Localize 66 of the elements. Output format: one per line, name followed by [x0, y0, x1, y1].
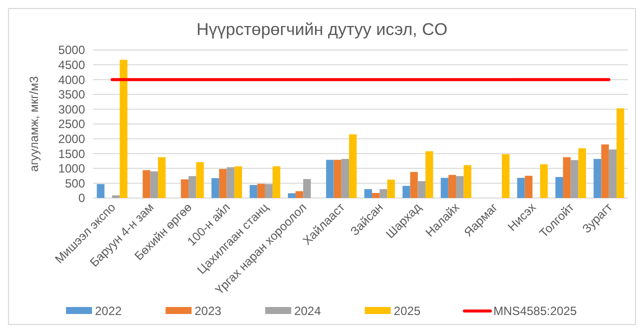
bar: [608, 149, 617, 198]
bar: [616, 108, 624, 198]
bar: [326, 160, 334, 198]
y-tick-label: 5000: [58, 43, 86, 58]
y-tick-label: 3500: [58, 88, 86, 102]
bar: [257, 184, 265, 198]
bar: [250, 184, 258, 198]
bar: [402, 186, 410, 198]
bar: [341, 158, 350, 198]
y-axis-title: агууламж, мкг/м3: [27, 76, 41, 172]
bar: [601, 144, 609, 198]
bar: [594, 158, 602, 198]
y-tick-label: 2000: [58, 132, 86, 146]
bar: [96, 184, 104, 198]
bar: [112, 195, 120, 198]
bar: [120, 60, 128, 198]
bar: [272, 166, 280, 198]
bar: [563, 157, 571, 198]
y-tick-label: 3000: [58, 102, 86, 116]
bar: [196, 162, 204, 198]
bar: [372, 192, 380, 198]
y-tick-label: 4500: [58, 58, 86, 72]
bar: [364, 189, 372, 198]
bar: [555, 176, 564, 198]
bar: [219, 168, 227, 198]
bar: [142, 170, 150, 198]
bar: [264, 184, 273, 198]
bar: [448, 174, 456, 198]
legend-label: 2022: [95, 304, 122, 318]
bar: [540, 164, 548, 198]
bar: [296, 191, 304, 198]
legend-label: 2024: [294, 304, 322, 318]
bar: [418, 181, 426, 198]
bar: [410, 172, 418, 198]
y-tick-label: 1000: [58, 162, 86, 176]
bar: [456, 176, 464, 198]
bar: [380, 189, 388, 198]
legend-label: 2025: [394, 304, 421, 318]
bar: [464, 165, 472, 198]
bar: [502, 154, 510, 198]
legend-label: MNS4585:2025: [493, 304, 578, 318]
bar: [334, 160, 342, 198]
bar: [517, 178, 525, 198]
bar: [578, 148, 586, 198]
bar: [180, 179, 189, 198]
bar: [234, 166, 242, 198]
y-tick-label: 2500: [58, 117, 86, 132]
y-tick-label: 1500: [58, 146, 86, 161]
chart-title: Нүүрстөрөгчийн дутуу исэл, CO: [196, 20, 448, 39]
bar: [288, 193, 296, 198]
bar: [387, 180, 395, 198]
bar: [211, 178, 220, 198]
bar: [150, 171, 158, 198]
bar: [226, 167, 234, 198]
y-tick-label: 4000: [58, 72, 86, 87]
bar: [349, 134, 357, 198]
bar: [303, 179, 311, 198]
y-tick-label: 0: [78, 191, 86, 206]
bar: [158, 157, 166, 198]
bar: [440, 178, 448, 198]
bar: [524, 176, 532, 198]
legend-label: 2023: [194, 304, 222, 318]
y-tick-label: 500: [64, 176, 86, 190]
bar: [188, 176, 196, 198]
bar: [570, 160, 578, 198]
bar: [425, 151, 434, 198]
